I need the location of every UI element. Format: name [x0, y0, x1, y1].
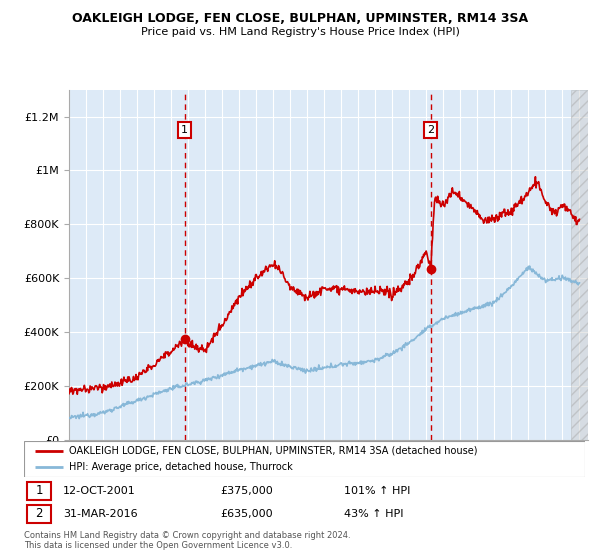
Text: HPI: Average price, detached house, Thurrock: HPI: Average price, detached house, Thur…: [69, 462, 293, 472]
Text: 2: 2: [35, 507, 43, 520]
Text: 12-OCT-2001: 12-OCT-2001: [63, 486, 136, 496]
Text: 1: 1: [181, 125, 188, 135]
Text: £375,000: £375,000: [220, 486, 273, 496]
Text: Contains HM Land Registry data © Crown copyright and database right 2024.
This d: Contains HM Land Registry data © Crown c…: [24, 531, 350, 550]
Text: 2: 2: [427, 125, 434, 135]
FancyBboxPatch shape: [27, 482, 52, 500]
Text: £635,000: £635,000: [220, 508, 273, 519]
Text: 101% ↑ HPI: 101% ↑ HPI: [344, 486, 410, 496]
FancyBboxPatch shape: [27, 505, 52, 523]
Bar: [571, 90, 588, 440]
Text: OAKLEIGH LODGE, FEN CLOSE, BULPHAN, UPMINSTER, RM14 3SA: OAKLEIGH LODGE, FEN CLOSE, BULPHAN, UPMI…: [72, 12, 528, 25]
Text: 31-MAR-2016: 31-MAR-2016: [63, 508, 138, 519]
Text: 43% ↑ HPI: 43% ↑ HPI: [344, 508, 403, 519]
Text: Price paid vs. HM Land Registry's House Price Index (HPI): Price paid vs. HM Land Registry's House …: [140, 27, 460, 37]
Text: 1: 1: [35, 484, 43, 497]
Text: OAKLEIGH LODGE, FEN CLOSE, BULPHAN, UPMINSTER, RM14 3SA (detached house): OAKLEIGH LODGE, FEN CLOSE, BULPHAN, UPMI…: [69, 446, 478, 456]
